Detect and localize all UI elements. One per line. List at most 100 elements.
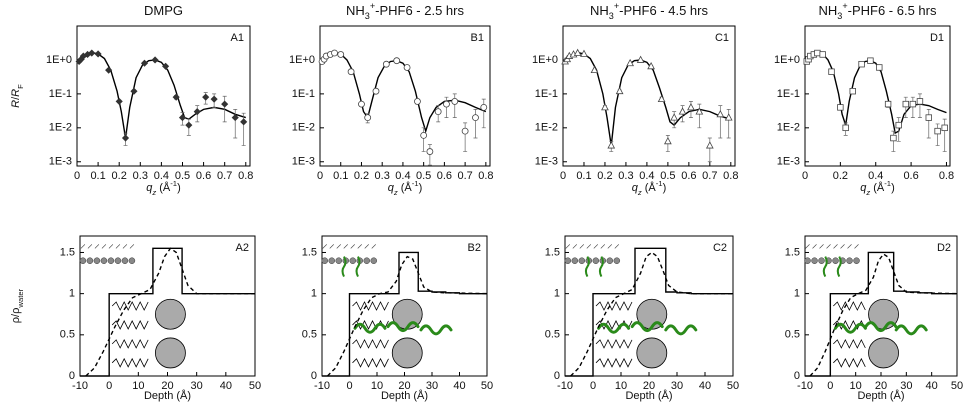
text-part: )	[891, 182, 895, 194]
lipid-icon	[579, 244, 585, 249]
data-point	[670, 113, 679, 121]
lipid-head	[592, 257, 600, 264]
x-tick-label: 0.2	[112, 170, 127, 182]
lipid-head	[321, 257, 328, 264]
x-tick-label: 0	[106, 380, 112, 392]
data-point	[372, 87, 380, 95]
lipid-icon	[805, 244, 810, 249]
data-point	[934, 127, 941, 135]
lipid-tail	[595, 357, 633, 368]
peptide	[864, 321, 898, 333]
x-tick-label: 0.7	[217, 170, 232, 182]
x-tick-label: 0.1	[333, 170, 348, 182]
error-bar	[935, 123, 940, 146]
lipid-icon	[371, 244, 376, 249]
lipid-icon	[565, 244, 571, 249]
data-point	[814, 49, 821, 57]
lipid-head	[564, 257, 572, 264]
data-point	[925, 114, 932, 121]
data-point	[358, 100, 365, 108]
lipid-tail	[833, 338, 866, 349]
x-tick-label: -10	[557, 380, 573, 392]
error-bar	[917, 93, 922, 118]
x-tick-label: 0.2	[354, 170, 369, 182]
lipid-icon	[854, 244, 859, 249]
data-point	[601, 103, 609, 111]
lipid-icon	[586, 244, 592, 249]
data-point	[162, 62, 170, 70]
text-part: R	[10, 89, 22, 97]
profile-curve	[85, 247, 255, 377]
lipid-tail	[595, 301, 633, 311]
text-part: )	[419, 182, 423, 194]
y-tick-label: 1E-2	[292, 122, 315, 134]
text-part: z	[637, 188, 642, 197]
y-axis-label: ρ/ρwater	[10, 288, 25, 323]
lipid-head	[571, 257, 579, 264]
y-tick-label: 1E-3	[535, 156, 558, 168]
x-tick-label: 0.3	[133, 170, 148, 182]
data-point	[426, 148, 434, 155]
text-part: Depth (Å)	[381, 389, 428, 402]
fit-line	[565, 247, 733, 377]
data-point	[615, 86, 624, 95]
y-tick-label: 0	[311, 370, 317, 382]
x-tick-label: 20	[875, 380, 887, 392]
error-bar	[942, 118, 947, 152]
x-tick-label: 0.2	[833, 170, 848, 182]
x-tick-label: 0	[590, 380, 596, 392]
data-point	[337, 51, 345, 58]
text-part: q	[860, 182, 867, 194]
text-part: /	[10, 96, 22, 100]
lipid-icon	[572, 244, 578, 249]
y-tick-label: 0.5	[302, 329, 317, 341]
lipid-icon	[108, 244, 114, 249]
lipid-icon	[840, 244, 845, 249]
error-bar	[896, 117, 901, 142]
data-point	[434, 108, 442, 116]
x-tick-label: 40	[453, 380, 465, 392]
lipid-icon	[812, 244, 817, 249]
y-tick-label: 1	[794, 288, 800, 300]
lipid-icon	[122, 244, 128, 249]
x-axis-label: Depth (Å)	[625, 389, 672, 402]
text-part: ρ	[10, 308, 22, 314]
text-part: z	[151, 188, 156, 197]
lipid-tail	[111, 320, 149, 330]
data-point	[636, 55, 645, 63]
lipid-icon	[364, 244, 369, 249]
data-point	[115, 97, 123, 105]
x-tick-label: 10	[371, 380, 383, 392]
panel-label: C1	[715, 32, 729, 44]
text-part: 3	[609, 11, 614, 21]
x-tick-label: -10	[797, 380, 813, 392]
data-point	[202, 93, 210, 101]
headgroup	[155, 298, 186, 330]
lipid-head	[349, 257, 356, 264]
x-tick-label: 30	[191, 380, 203, 392]
lipid-icon	[115, 244, 121, 249]
x-tick-label: 0	[74, 170, 80, 182]
data-point	[451, 98, 459, 105]
x-tick-label: 10	[132, 380, 144, 392]
text-part: +	[370, 1, 375, 11]
y-tick-label: 1E+0	[46, 54, 72, 66]
lipid-head	[335, 257, 342, 264]
peptide	[597, 322, 631, 334]
peptide	[894, 324, 928, 336]
y-tick-label: 1E-3	[292, 156, 315, 168]
x-tick-label: 0.5	[175, 170, 190, 182]
lipid-head	[79, 257, 87, 264]
text-part: ρ	[10, 317, 22, 323]
lipid-tail	[833, 301, 866, 311]
error-bar	[473, 109, 478, 139]
text-part: z	[865, 188, 870, 197]
peptide	[419, 324, 453, 336]
data-point	[88, 49, 96, 57]
text-part: water	[16, 288, 25, 308]
text-part: -PHF6 - 2.5 hrs	[375, 3, 464, 18]
data-point	[716, 109, 725, 118]
text-part: (Å	[156, 181, 171, 194]
error-bar	[421, 127, 426, 152]
